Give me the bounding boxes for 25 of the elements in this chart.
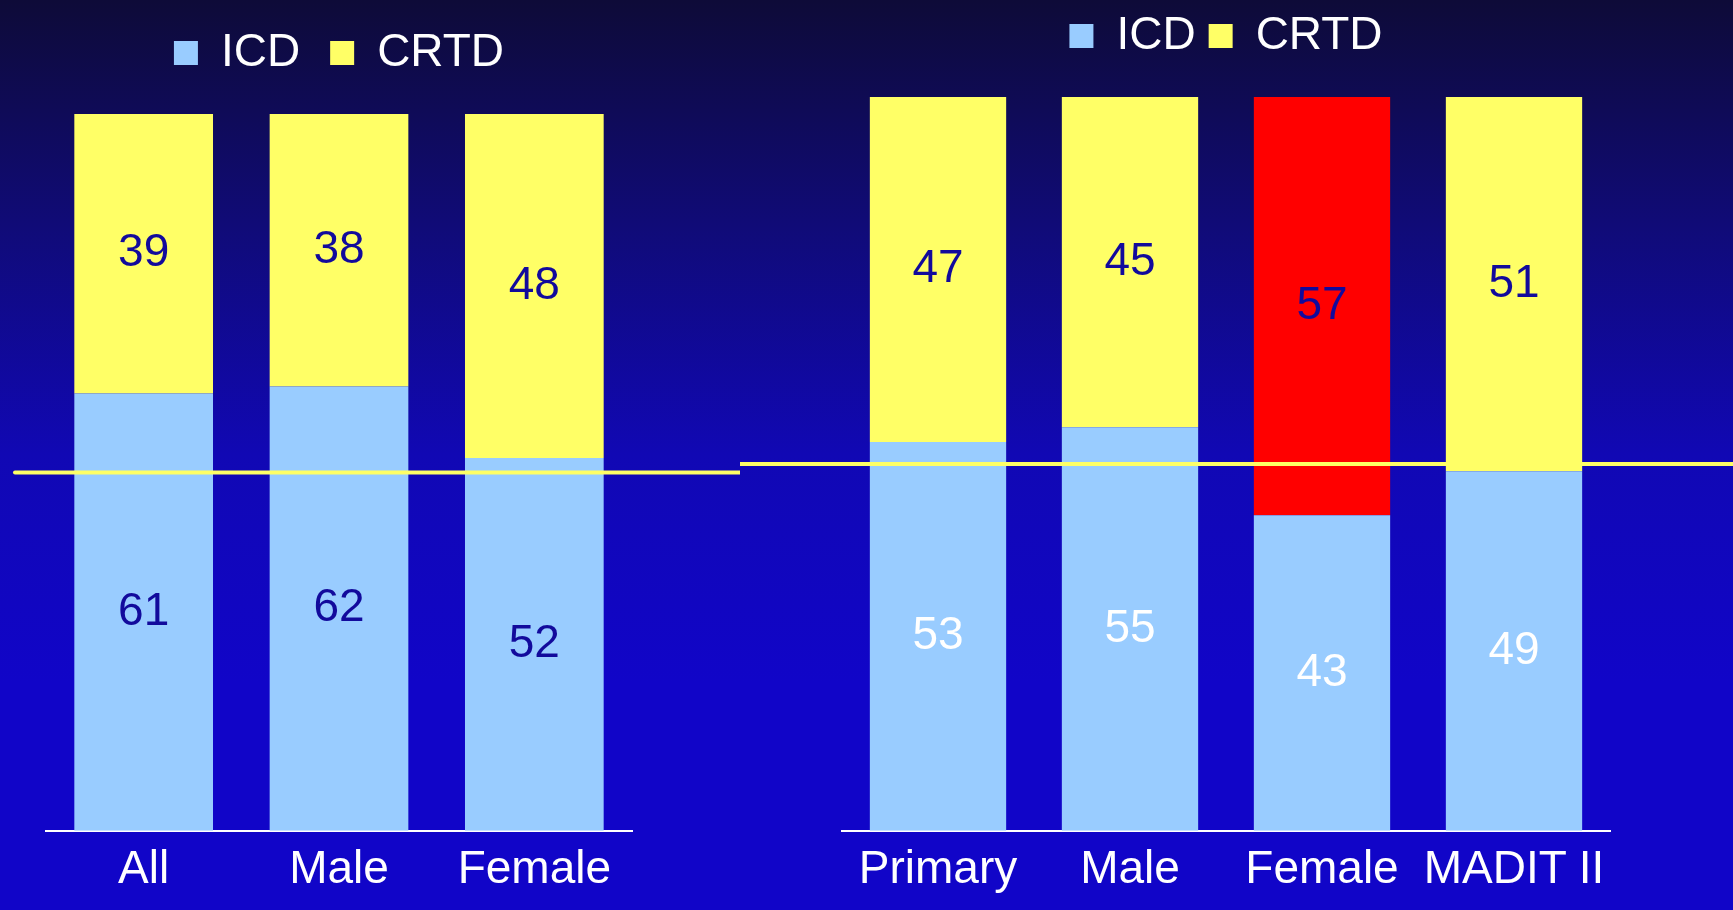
x-tick-label: Male <box>289 841 389 894</box>
data-label: 47 <box>912 240 964 293</box>
x-tick-label: All <box>118 841 170 894</box>
legend-label: ICD <box>1116 6 1196 59</box>
data-label: 52 <box>508 615 560 668</box>
x-tick-label: Primary <box>858 841 1018 894</box>
data-label: 48 <box>508 256 560 309</box>
legend-label: CRTD <box>377 23 505 76</box>
x-tick-label: Female <box>457 841 612 894</box>
data-label: 61 <box>118 582 170 635</box>
data-label: 51 <box>1488 254 1540 307</box>
data-label: 57 <box>1296 276 1348 329</box>
data-label: 55 <box>1104 599 1156 652</box>
data-label: 62 <box>313 579 365 632</box>
x-tick-label: Male <box>1080 841 1180 894</box>
x-tick-label: Female <box>1245 841 1399 894</box>
x-tick-label: MADIT II <box>1423 841 1605 894</box>
data-label: 43 <box>1296 643 1348 696</box>
legend-label: CRTD <box>1255 6 1383 59</box>
data-label: 49 <box>1488 621 1540 674</box>
data-label: 45 <box>1104 232 1156 285</box>
data-label: 38 <box>313 220 365 273</box>
data-label: 53 <box>912 607 964 660</box>
data-label: 39 <box>118 224 170 277</box>
legend-label: ICD <box>220 23 301 76</box>
